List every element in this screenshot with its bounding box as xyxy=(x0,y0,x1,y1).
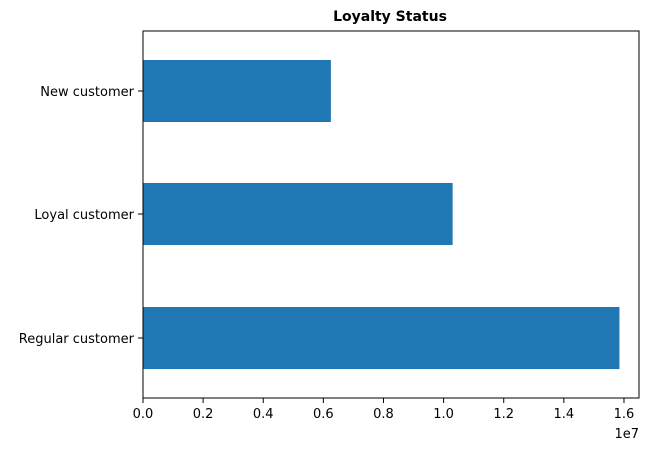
x-tick-label: 0.8 xyxy=(373,407,394,422)
x-offset-label: 1e7 xyxy=(614,427,639,442)
x-tick-label: 1.4 xyxy=(554,407,575,422)
x-tick-label: 0.4 xyxy=(253,407,274,422)
x-tick-label: 1.2 xyxy=(493,407,514,422)
x-tick-label: 1.6 xyxy=(614,407,635,422)
bar-new-customer xyxy=(143,60,331,122)
x-tick-label: 0.6 xyxy=(313,407,334,422)
y-tick-label: Loyal customer xyxy=(34,208,134,223)
y-axis: New customer Loyal customer Regular custom… xyxy=(19,85,143,347)
x-tick-label: 0.0 xyxy=(133,407,154,422)
x-tick-label: 1.0 xyxy=(433,407,454,422)
x-tick-label: 0.2 xyxy=(193,407,214,422)
y-tick-label: Regular customer xyxy=(19,332,135,347)
bar-loyal-customer xyxy=(143,183,453,245)
bars-group xyxy=(143,60,620,369)
chart-title: Loyalty Status xyxy=(333,9,447,25)
y-tick-label: New customer xyxy=(40,85,134,100)
bar-regular-customer xyxy=(143,307,620,369)
x-axis: 0.0 0.2 0.4 0.6 0.8 1.0 1.2 1.4 1.6 xyxy=(133,398,635,422)
